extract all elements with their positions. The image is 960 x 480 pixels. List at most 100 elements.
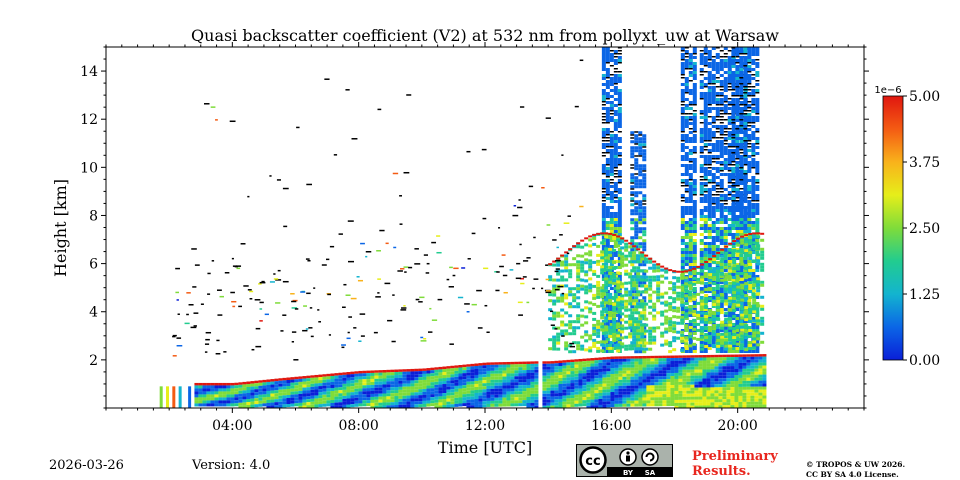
cloud-cell-3013 [699, 74, 704, 76]
bl-cell-812 [478, 386, 483, 390]
aerosol-cell-2457 [630, 218, 635, 222]
bl-cell-746 [462, 367, 467, 371]
aerosol-cell-2892 [688, 266, 693, 269]
bl-cell-1391 [626, 394, 631, 398]
cloud-cell-3540 [723, 143, 728, 145]
aerosol-cell-4221 [739, 206, 744, 209]
aerosol-cell-4237 [739, 260, 744, 263]
aerosol-cell-2362 [617, 110, 622, 113]
aerosol-cell-3263 [711, 59, 716, 62]
bl-cell-226 [294, 391, 299, 395]
bl-cell-1988 [762, 383, 767, 387]
bl-cell-1448 [642, 361, 647, 365]
bl-edge-cell-32 [210, 382, 215, 386]
bl-cell-1992 [762, 395, 767, 399]
cloud-cell-3213 [707, 182, 712, 184]
aerosol-cell-3168 [703, 329, 708, 332]
bl-cell-1503 [654, 373, 659, 377]
aerosol-cell-3303 [711, 209, 716, 212]
bl-cell-1253 [594, 390, 599, 394]
elevated-cell-4932 [612, 317, 617, 321]
aerosol-cell-4051 [731, 194, 736, 197]
aerosol-cell-2437 [630, 140, 635, 144]
aerosol-cell-2154 [605, 272, 610, 275]
aerosol-cell-2203 [609, 149, 614, 152]
bl-cell-1507 [654, 385, 659, 389]
bl-cell-814 [478, 392, 483, 396]
bl-cell-1865 [734, 393, 739, 397]
aerosol-cell-3367 [715, 140, 720, 143]
bl-cell-287 [318, 377, 323, 381]
aerosol-cell-4014 [731, 65, 736, 68]
bl-cell-751 [462, 382, 467, 386]
elevated-cell-4849 [600, 292, 605, 296]
bl-cell-1839 [730, 369, 735, 373]
bl-cell-978 [522, 388, 527, 392]
bl-cell-601 [418, 386, 423, 390]
aerosol-cell-4178 [739, 59, 744, 62]
aerosol-cell-2085 [601, 338, 606, 341]
aerosol-cell-3531 [723, 110, 728, 113]
bl-cell-632 [426, 400, 431, 404]
bl-cell-166 [270, 393, 275, 397]
bl-cell-1457 [642, 388, 647, 392]
bl-cell-1121 [562, 386, 567, 390]
aerosol-cell-2787 [684, 167, 689, 170]
bl-cell-1630 [682, 390, 687, 394]
bl-cell-918 [506, 388, 511, 392]
aerosol-cell-2377 [617, 170, 622, 173]
bl-cell-455 [374, 378, 379, 382]
bl-cell-755 [462, 394, 467, 398]
bl-cell-469 [378, 381, 383, 385]
bl-cell-1562 [666, 397, 671, 401]
bl-cell-1450 [642, 367, 647, 371]
aerosol-cell-2344 [613, 347, 618, 350]
bl-cell-1389 [626, 388, 631, 392]
aerosol-cell-2822 [684, 299, 689, 302]
bl-cell-1218 [586, 387, 591, 391]
aerosol-cell-4311 [743, 215, 748, 218]
bl-cell-256 [306, 384, 311, 388]
cloud-cell-4377 [747, 140, 752, 142]
aerosol-cell-4598 [755, 350, 760, 353]
bl-edge-cell-211 [290, 377, 295, 380]
bl-cell-1088 [554, 384, 559, 388]
aerosol-cell-2284 [613, 137, 618, 140]
aerosol-cell-2342 [613, 341, 618, 344]
aerosol-cell-2539 [634, 299, 639, 303]
aerosol-cell-3193 [707, 107, 712, 110]
bl-cell-184 [278, 386, 283, 390]
cloud-cell-4287 [743, 128, 748, 130]
bl-cell-309 [326, 376, 331, 380]
bl-cell-875 [494, 394, 499, 398]
bl-cell-1667 [690, 393, 695, 397]
bl-cell-1329 [614, 361, 619, 365]
elevated-cell-4730 [576, 302, 581, 306]
bl-cell-1028 [534, 396, 539, 400]
aerosol-cell-3467 [719, 185, 724, 188]
bl-cell-1904 [742, 401, 747, 405]
aerosol-cell-3230 [707, 242, 712, 245]
bl-edge-cell-1048 [546, 361, 551, 364]
bl-cell-1220 [586, 393, 591, 397]
bl-cell-1066 [550, 366, 555, 370]
aerosol-cell-2074 [601, 299, 606, 302]
cloud-cell-2847 [688, 104, 693, 106]
bl-cell-246 [302, 387, 307, 391]
bl-cell-922 [506, 400, 511, 404]
bl-cell-888 [498, 388, 503, 392]
aerosol-cell-2281 [613, 125, 618, 128]
aerosol-cell-2799 [684, 212, 689, 215]
aerosol-cell-3391 [715, 233, 720, 236]
bl-cell-1288 [602, 392, 607, 396]
bl-cell-982 [522, 400, 527, 404]
bl-edge-cell-308 [326, 373, 331, 377]
bl-cell-241 [298, 405, 303, 408]
bl-cell-1173 [574, 397, 579, 401]
bl-cell-288 [318, 380, 323, 384]
bl-cell-1369 [622, 379, 627, 383]
aerosol-cell-4303 [743, 182, 748, 185]
bl-cell-1263 [598, 368, 603, 372]
bl-cell-965 [518, 394, 523, 398]
bl-edge-cell-452 [374, 370, 379, 373]
